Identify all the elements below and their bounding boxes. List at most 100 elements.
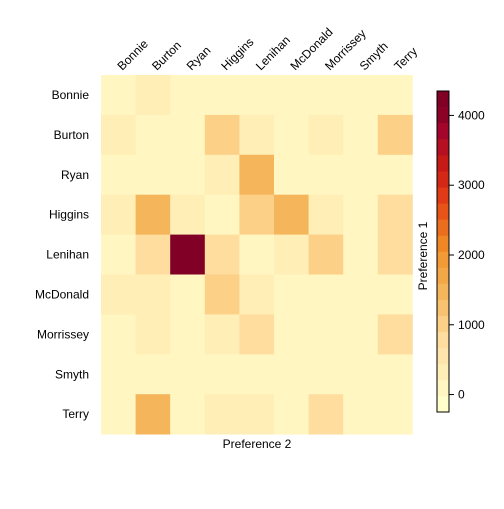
heatmap-cell-terry-lenihan <box>239 394 275 435</box>
heatmap-cell-lenihan-bonnie <box>101 234 136 275</box>
heatmap-cell-lenihan-terry <box>377 234 413 275</box>
colorbar-segment <box>437 251 449 268</box>
heatmap-cell-mcdonald-ryan <box>170 274 206 315</box>
heatmap-cell-terry-ryan <box>170 394 206 435</box>
colorbar-segment <box>437 395 449 413</box>
row-label-bonnie: Bonnie <box>52 88 90 102</box>
heatmap-cell-morrissey-terry <box>377 314 413 355</box>
heatmap-cell-smyth-smyth <box>343 354 379 395</box>
column-label-higgins: Higgins <box>218 35 256 73</box>
heatmap-cell-mcdonald-higgins <box>204 274 240 315</box>
colorbar-segment <box>437 315 449 333</box>
heatmap-cell-mcdonald-mcdonald <box>274 274 309 315</box>
heatmap-cell-bonnie-mcdonald <box>274 75 309 116</box>
row-label-morrissey: Morrissey <box>37 327 89 341</box>
heatmap-cell-morrissey-ryan <box>170 314 206 355</box>
colorbar-tick-label: 1000 <box>458 318 485 332</box>
heatmap-cell-smyth-mcdonald <box>274 354 309 395</box>
heatmap-cell-terry-terry <box>377 394 413 435</box>
heatmap-cell-lenihan-burton <box>135 234 171 275</box>
row-label-terry: Terry <box>62 407 89 421</box>
heatmap-cell-ryan-lenihan <box>239 154 275 196</box>
column-label-bonnie: Bonnie <box>115 37 152 74</box>
row-label-ryan: Ryan <box>61 168 89 182</box>
column-label-burton: Burton <box>149 38 184 73</box>
row-label-burton: Burton <box>54 128 89 142</box>
heatmap-cell-smyth-bonnie <box>101 354 136 395</box>
heatmap-cell-mcdonald-burton <box>135 274 171 315</box>
heatmap-cell-morrissey-lenihan <box>239 314 275 355</box>
colorbar-tick-label: 4000 <box>458 108 485 122</box>
colorbar-segment <box>437 363 449 381</box>
heatmap-cell-bonnie-lenihan <box>239 75 275 116</box>
colorbar-segment <box>437 91 449 108</box>
heatmap-cell-morrissey-morrissey <box>308 314 344 355</box>
heatmap-cell-lenihan-mcdonald <box>274 234 309 275</box>
heatmap-cell-morrissey-smyth <box>343 314 379 355</box>
colorbar-segment <box>437 171 449 188</box>
colorbar-segment <box>437 267 449 284</box>
heatmap-cell-terry-smyth <box>343 394 379 435</box>
heatmap-cell-mcdonald-smyth <box>343 274 379 315</box>
heatmap-cell-higgins-higgins <box>204 194 240 235</box>
heatmap-cell-terry-burton <box>135 394 171 435</box>
heatmap-cell-smyth-burton <box>135 354 171 395</box>
heatmap-cell-lenihan-ryan <box>170 234 206 275</box>
heatmap-cell-mcdonald-lenihan <box>239 274 275 315</box>
heatmap-cell-terry-bonnie <box>101 394 136 435</box>
colorbar-segment <box>437 123 449 140</box>
heatmap-cell-bonnie-terry <box>377 75 413 116</box>
heatmap-cell-lenihan-morrissey <box>308 234 344 275</box>
column-label-ryan: Ryan <box>184 43 214 73</box>
heatmap-cell-burton-higgins <box>204 114 240 156</box>
heatmap-cell-burton-mcdonald <box>274 114 309 156</box>
row-label-smyth: Smyth <box>55 367 89 381</box>
colorbar-title: Preference 1 <box>416 221 430 290</box>
heatmap-cell-bonnie-smyth <box>343 75 379 116</box>
colorbar-segment <box>437 331 449 349</box>
row-label-lenihan: Lenihan <box>46 248 89 262</box>
heatmap-cell-mcdonald-bonnie <box>101 274 136 315</box>
heatmap-cell-higgins-lenihan <box>239 194 275 235</box>
colorbar-segment <box>437 219 449 236</box>
column-label-terry: Terry <box>391 44 420 73</box>
colorbar-segment <box>437 155 449 172</box>
heatmap-cell-smyth-terry <box>377 354 413 395</box>
heatmap-cell-lenihan-higgins <box>204 234 240 275</box>
heatmap-cell-terry-morrissey <box>308 394 344 435</box>
heatmap-cell-burton-lenihan <box>239 114 275 156</box>
heatmap-cell-smyth-lenihan <box>239 354 275 395</box>
colorbar-tick-label: 0 <box>458 388 465 402</box>
colorbar-tick-label: 3000 <box>458 178 485 192</box>
row-label-higgins: Higgins <box>49 208 89 222</box>
heatmap-cell-higgins-terry <box>377 194 413 235</box>
heatmap-cell-ryan-higgins <box>204 154 240 196</box>
heatmap-cell-mcdonald-terry <box>377 274 413 315</box>
x-axis-title: Preference 2 <box>223 437 292 451</box>
heatmap-cell-ryan-terry <box>377 154 413 196</box>
colorbar-segment <box>437 379 449 397</box>
heatmap-cell-burton-ryan <box>170 114 206 156</box>
heatmap-cell-bonnie-bonnie <box>101 75 136 116</box>
heatmap-cell-morrissey-mcdonald <box>274 314 309 355</box>
heatmap-cell-ryan-morrissey <box>308 154 344 196</box>
heatmap-cell-burton-burton <box>135 114 171 156</box>
colorbar-segment <box>437 139 449 156</box>
heatmap-cell-morrissey-higgins <box>204 314 240 355</box>
colorbar-segment <box>437 235 449 252</box>
heatmap-cell-higgins-ryan <box>170 194 206 235</box>
colorbar-segment <box>437 283 449 300</box>
heatmap-cell-ryan-smyth <box>343 154 379 196</box>
heatmap-cell-bonnie-ryan <box>170 75 206 116</box>
column-label-lenihan: Lenihan <box>253 33 293 73</box>
heatmap-cell-bonnie-morrissey <box>308 75 344 116</box>
colorbar: 0 1000 2000 3000 4000 <box>436 90 485 413</box>
heatmap-cell-smyth-morrissey <box>308 354 344 395</box>
heatmap-cell-burton-terry <box>377 114 413 156</box>
heatmap-cell-bonnie-burton <box>135 75 171 116</box>
heatmap-cell-bonnie-higgins <box>204 75 240 116</box>
colorbar-segment <box>437 187 449 204</box>
heatmap-cell-higgins-burton <box>135 194 171 235</box>
